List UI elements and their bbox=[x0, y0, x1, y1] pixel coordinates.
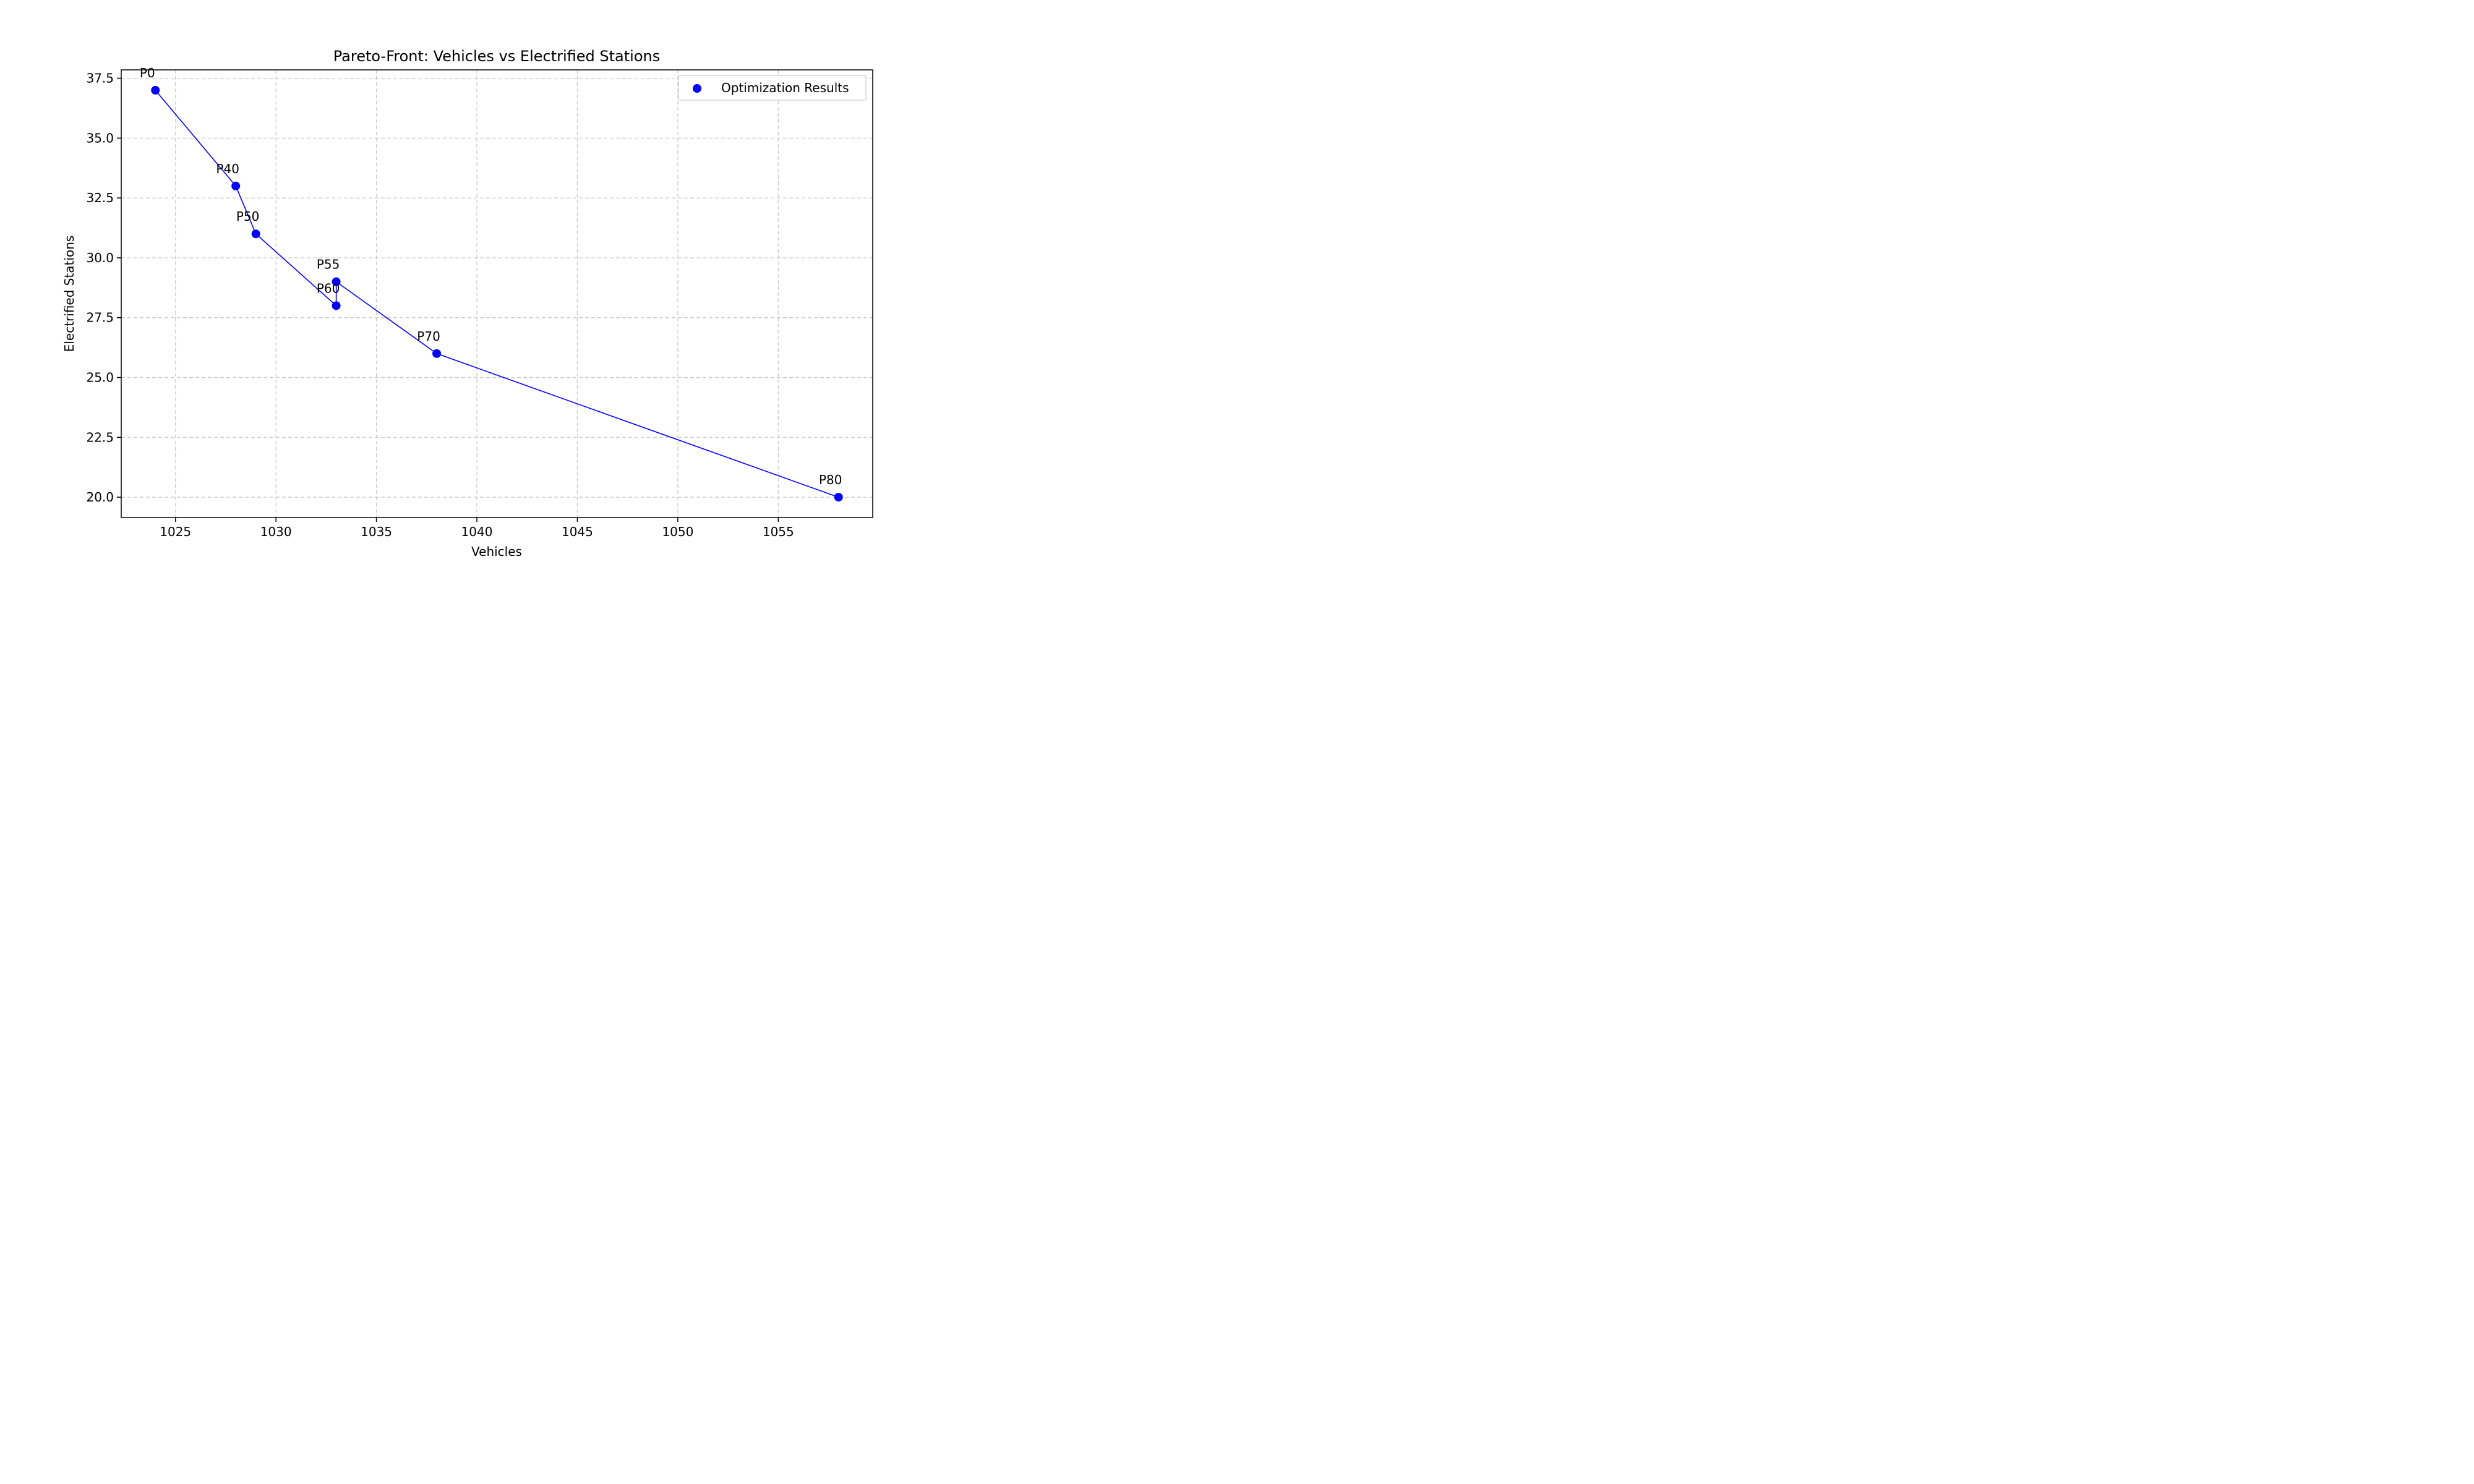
series-line bbox=[155, 90, 839, 498]
y-tick-label: 32.5 bbox=[86, 190, 114, 205]
point-label-p60: P60 bbox=[317, 281, 340, 296]
data-point-p80 bbox=[834, 493, 843, 502]
legend-box bbox=[678, 75, 867, 101]
y-axis-label: Electrified Stations bbox=[62, 236, 77, 352]
point-label-p70: P70 bbox=[417, 329, 440, 344]
y-tick-label: 25.0 bbox=[86, 370, 114, 385]
data-point-p50 bbox=[251, 229, 260, 239]
data-point-p40 bbox=[231, 181, 241, 190]
x-tick-label: 1045 bbox=[562, 524, 593, 539]
data-point-p55 bbox=[332, 277, 341, 286]
grid bbox=[121, 70, 873, 518]
data-point-p70 bbox=[432, 349, 442, 358]
plot-area-frame bbox=[121, 69, 873, 518]
x-tick-label: 1055 bbox=[763, 524, 794, 539]
y-tick-label: 37.5 bbox=[86, 71, 114, 86]
y-tick-label: 22.5 bbox=[86, 430, 114, 445]
point-labels: P0 P40 P50 P60 P55 P70 P80 bbox=[140, 66, 842, 487]
data-point-p60 bbox=[332, 301, 341, 310]
point-label-p50: P50 bbox=[236, 209, 260, 224]
legend-marker bbox=[693, 84, 701, 93]
y-tick-label: 27.5 bbox=[86, 310, 114, 325]
data-points bbox=[151, 85, 843, 502]
point-label-p55: P55 bbox=[317, 257, 340, 272]
legend-label: Optimization Results bbox=[721, 80, 849, 95]
data-point-p0 bbox=[151, 85, 160, 95]
y-tick-label: 20.0 bbox=[86, 490, 114, 505]
legend: Optimization Results bbox=[678, 75, 867, 101]
x-tick-label: 1035 bbox=[361, 524, 392, 539]
point-label-p0: P0 bbox=[140, 66, 155, 80]
y-tick-label: 35.0 bbox=[86, 130, 114, 145]
y-tick-label: 30.0 bbox=[86, 250, 114, 265]
pareto-chart: 1025 1030 1035 1040 1045 1050 1055 20.0 22.5 25.0… bbox=[62, 48, 873, 559]
x-axis-label: Vehicles bbox=[471, 544, 522, 559]
chart-title: Pareto-Front: Vehicles vs Electrified St… bbox=[333, 48, 660, 65]
x-tick-label: 1040 bbox=[461, 524, 493, 539]
x-tick-label: 1050 bbox=[662, 524, 693, 539]
x-tick-label: 1025 bbox=[160, 524, 191, 539]
point-label-p40: P40 bbox=[216, 161, 239, 176]
point-label-p80: P80 bbox=[819, 472, 842, 487]
axis-ticks: 1025 1030 1035 1040 1045 1050 1055 20.0 22.5 25.0… bbox=[86, 71, 794, 539]
x-tick-label: 1030 bbox=[260, 524, 292, 539]
